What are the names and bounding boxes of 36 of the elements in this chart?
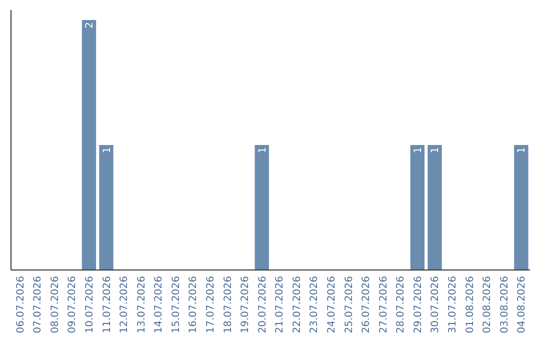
x-tick-label: 06.07.2026 <box>15 276 26 334</box>
x-tick-label: 16.07.2026 <box>188 276 200 334</box>
x-tick-label: 31.07.2026 <box>448 276 459 334</box>
x-tick-label: 28.07.2026 <box>396 276 407 334</box>
x-tick-label: 04.08.2026 <box>516 276 528 334</box>
x-tick-label: 18.07.2026 <box>222 276 234 334</box>
data-label: 1 <box>412 147 424 154</box>
x-tick-label: 23.07.2026 <box>309 276 320 334</box>
x-tick-label: 07.07.2026 <box>32 276 44 334</box>
x-tick-label: 25.07.2026 <box>344 276 355 334</box>
x-tick-label: 24.07.2026 <box>326 276 338 334</box>
x-tick-label: 14.07.2026 <box>154 276 165 334</box>
x-tick-label: 29.07.2026 <box>412 276 424 334</box>
x-tick-label: 15.07.2026 <box>170 276 182 334</box>
data-label: 1 <box>257 147 268 154</box>
x-tick-label: 21.07.2026 <box>274 276 286 334</box>
data-label: 1 <box>102 147 113 154</box>
x-tick-label: 20.07.2026 <box>257 276 268 334</box>
x-tick-label: 08.07.2026 <box>50 276 61 334</box>
data-label: 1 <box>516 147 528 154</box>
x-tick-label: 11.07.2026 <box>102 276 113 334</box>
x-tick-label: 03.08.2026 <box>499 276 510 334</box>
x-tick-label: 26.07.2026 <box>361 276 372 334</box>
x-tick-label: 30.07.2026 <box>430 276 442 334</box>
x-tick-label: 17.07.2026 <box>205 276 216 334</box>
x-tick-label: 10.07.2026 <box>84 276 96 334</box>
x-tick-label: 19.07.2026 <box>240 276 252 334</box>
x-tick-label: 22.07.2026 <box>292 276 303 334</box>
x-tick-label: 02.08.2026 <box>482 276 494 334</box>
x-tick-label: 12.07.2026 <box>119 276 130 334</box>
x-tick-label: 13.07.2026 <box>136 276 148 334</box>
data-label: 2 <box>84 22 96 28</box>
x-tick-label: 09.07.2026 <box>67 276 78 334</box>
x-tick-label: 27.07.2026 <box>378 276 390 334</box>
data-label: 1 <box>430 147 442 154</box>
x-tick-label: 01.08.2026 <box>464 276 476 334</box>
